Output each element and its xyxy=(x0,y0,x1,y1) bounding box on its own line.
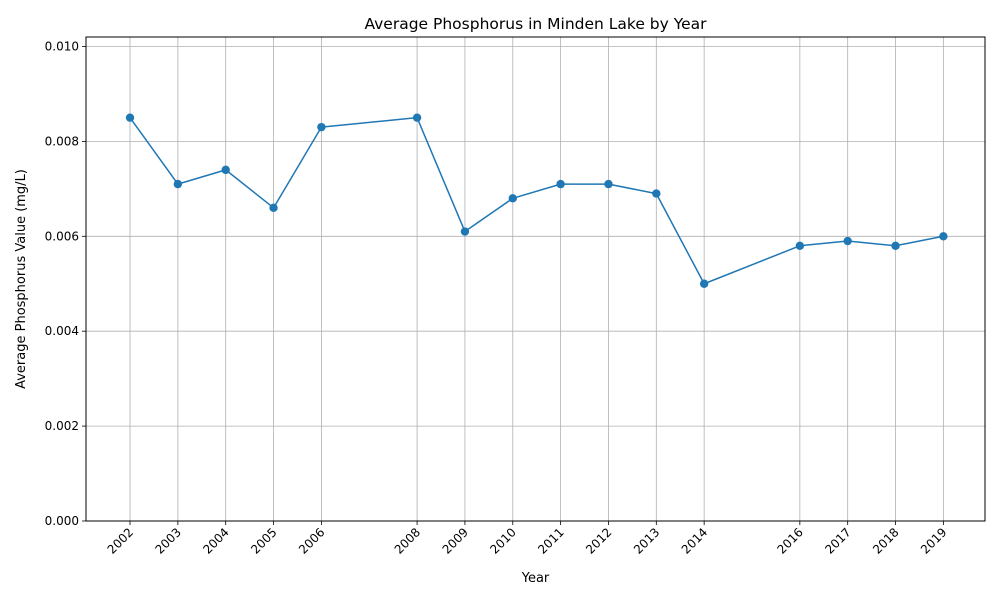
series-layer xyxy=(125,113,948,288)
x-tick-label: 2013 xyxy=(631,525,662,556)
x-tick-label: 2019 xyxy=(918,525,949,556)
y-axis-label: Average Phosphorus Value (mg/L) xyxy=(14,169,29,389)
data-point xyxy=(412,113,422,122)
data-point xyxy=(460,227,470,236)
plot-area-frame xyxy=(85,36,986,522)
x-tick-label: 2008 xyxy=(392,525,423,556)
y-tick-label: 0.002 xyxy=(45,419,79,433)
y-tick-label: 0.000 xyxy=(45,514,79,528)
x-tick-label: 2018 xyxy=(870,525,901,556)
data-point xyxy=(939,232,948,241)
data-point xyxy=(221,165,230,175)
y-tick-label: 0.004 xyxy=(45,324,79,338)
y-tick-label: 0.006 xyxy=(45,229,79,243)
data-point xyxy=(652,189,661,198)
data-point xyxy=(699,279,709,288)
data-point xyxy=(125,113,135,122)
x-axis-label: Year xyxy=(521,571,550,586)
data-point xyxy=(269,203,278,213)
x-tick-label: 2006 xyxy=(296,525,327,556)
data-point xyxy=(795,241,805,250)
data-point xyxy=(604,179,613,189)
x-tick-label: 2004 xyxy=(200,525,231,556)
data-point xyxy=(508,194,517,203)
y-tick-label: 0.008 xyxy=(45,134,79,148)
axis-ticks: 2002 2003 2004 2005 2006 2008 2009 2010 2011 2012… xyxy=(45,39,950,556)
x-tick-label: 2002 xyxy=(105,525,136,556)
x-tick-label: 2016 xyxy=(774,525,805,556)
data-point xyxy=(317,122,326,132)
x-tick-label: 2014 xyxy=(679,525,710,556)
series-line xyxy=(129,116,944,285)
data-point xyxy=(843,236,852,246)
x-tick-label: 2003 xyxy=(152,525,183,556)
x-tick-label: 2009 xyxy=(440,525,471,556)
x-tick-label: 2017 xyxy=(822,525,853,556)
grid xyxy=(86,37,985,522)
x-tick-label: 2005 xyxy=(248,525,279,556)
x-tick-label: 2012 xyxy=(583,525,614,556)
data-point xyxy=(891,241,900,250)
data-point xyxy=(556,179,565,189)
y-tick-label: 0.010 xyxy=(45,39,79,53)
x-tick-label: 2010 xyxy=(487,525,518,556)
chart-title: Average Phosphorus in Minden Lake by Yea… xyxy=(364,15,707,33)
x-tick-label: 2011 xyxy=(535,525,566,556)
data-point xyxy=(173,179,183,189)
